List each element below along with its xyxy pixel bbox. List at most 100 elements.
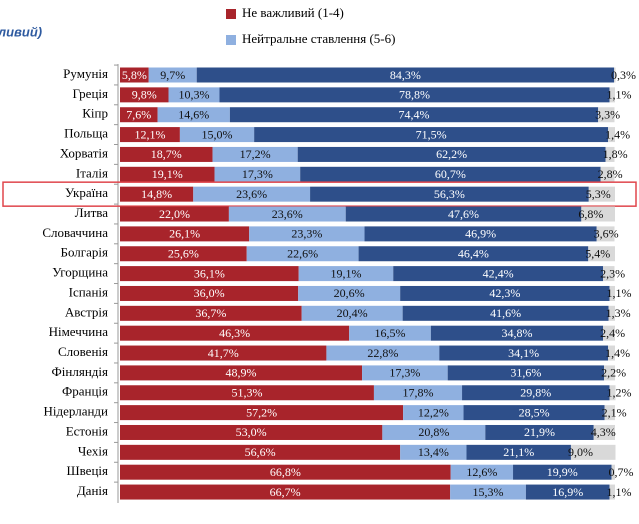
bar-segment (400, 444, 467, 460)
y-tick-label: Румунія (63, 66, 108, 81)
bar-segment (120, 67, 149, 83)
bar-segment (605, 146, 615, 162)
data-label: 36,7% (195, 306, 226, 320)
data-label: 19,9% (547, 465, 578, 479)
bar-segment (229, 107, 599, 123)
data-label: 19,1% (152, 167, 183, 181)
bar-segment (254, 127, 609, 143)
bar-segment (609, 87, 615, 103)
bar-segment (439, 345, 609, 361)
bar-segment (609, 285, 615, 301)
data-label: 7,6% (126, 107, 151, 121)
bar-segment (120, 146, 213, 162)
y-tick-label: Кіпр (82, 106, 108, 121)
bar-segment (219, 87, 610, 103)
bar-segment (120, 226, 250, 242)
y-tick-label: Іспанія (69, 284, 108, 299)
bar-segment (588, 186, 615, 202)
bar-segment (403, 405, 464, 421)
data-label: 12,6% (466, 465, 497, 479)
bar-segment (400, 285, 610, 301)
bar-segment (120, 107, 158, 123)
bar-segment (120, 285, 299, 301)
bar-segment (120, 464, 451, 480)
bar-segment (604, 365, 615, 381)
bar-segment (364, 226, 597, 242)
y-tick-label: Фінляндія (52, 364, 108, 379)
bar-segment (463, 405, 605, 421)
bar-segment (246, 246, 359, 262)
bar-segment (120, 266, 299, 282)
data-label: 56,6% (245, 445, 276, 459)
bar-segment (608, 305, 615, 321)
data-label: 47,6% (448, 207, 479, 221)
bar-segment (450, 484, 526, 500)
data-label: 2,2% (601, 366, 626, 380)
data-label: 12,1% (134, 127, 165, 141)
bar-segment (301, 305, 403, 321)
bar-segment (120, 325, 350, 341)
bar-segment (120, 206, 229, 222)
y-tick-label: Хорватія (60, 145, 108, 160)
y-tick-label: Італія (76, 165, 108, 180)
data-label: 21,1% (503, 445, 534, 459)
legend-label: Нейтральне ставлення (5-6) (242, 31, 395, 46)
bar-segment (297, 146, 606, 162)
legend-swatch (226, 9, 236, 19)
bar-segment (249, 226, 365, 242)
data-label: 74,4% (399, 107, 430, 121)
data-label: 66,8% (270, 465, 301, 479)
data-label: 78,8% (399, 88, 430, 102)
data-label: 9,8% (132, 88, 157, 102)
data-label: 12,2% (418, 405, 449, 419)
data-label: 14,8% (141, 187, 172, 201)
y-tick-label: Австрія (65, 304, 108, 319)
data-label: 6,8% (578, 207, 603, 221)
bar-segment (598, 107, 615, 123)
data-label: 10,3% (179, 88, 210, 102)
data-label: 48,9% (226, 366, 257, 380)
bar-segment (513, 464, 612, 480)
data-label: 22,6% (287, 246, 318, 260)
data-label: 23,6% (272, 207, 303, 221)
data-label: 16,5% (375, 326, 406, 340)
bar-segment (588, 246, 615, 262)
bar-segment (120, 246, 247, 262)
data-label: 16,9% (552, 485, 583, 499)
bar-segment (525, 484, 610, 500)
data-label: 3,6% (594, 227, 619, 241)
bar-segment (298, 285, 401, 301)
legend-swatch (226, 35, 236, 45)
bar-segment (300, 166, 601, 182)
bar-segment (393, 266, 604, 282)
y-tick-label: Швеція (67, 463, 109, 478)
bar-segment (212, 146, 298, 162)
data-label: 23,3% (291, 227, 322, 241)
data-label: 57,2% (246, 405, 277, 419)
y-tick-label: Німеччина (49, 324, 109, 339)
bar-segment (608, 345, 615, 361)
bar-segment (382, 424, 486, 440)
data-label: 46,4% (458, 246, 489, 260)
bar-segment (450, 464, 514, 480)
data-label: 9,7% (160, 68, 185, 82)
data-label: 42,3% (489, 286, 520, 300)
data-label: 84,3% (390, 68, 421, 82)
bar-segment (614, 67, 616, 83)
bar-segment (485, 424, 594, 440)
bar-segment (373, 385, 463, 401)
y-tick-label: Литва (75, 205, 108, 220)
y-tick-label: Данія (77, 483, 108, 498)
data-label: 26,1% (169, 227, 200, 241)
bar-segment (120, 345, 327, 361)
y-tick-label: Словаччина (42, 225, 108, 240)
data-label: 1,2% (607, 386, 632, 400)
data-label: 20,6% (334, 286, 365, 300)
y-tick-label: Греція (72, 86, 108, 101)
data-label: 17,3% (389, 366, 420, 380)
data-label: 2,1% (602, 405, 627, 419)
bar-segment (120, 166, 215, 182)
bar-segment (193, 186, 311, 202)
bar-segment (603, 266, 615, 282)
data-label: 5,8% (122, 68, 147, 82)
